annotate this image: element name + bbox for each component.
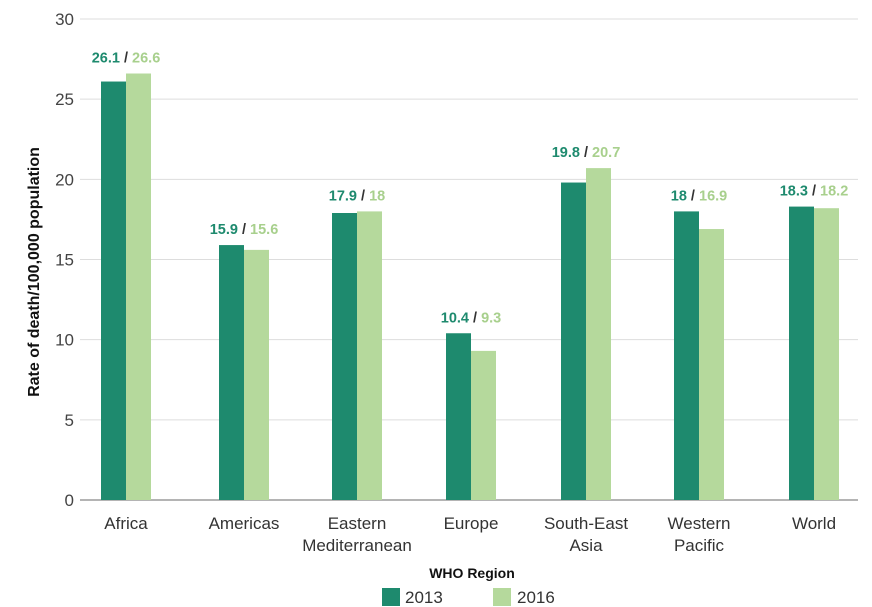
data-label: 19.8 / 20.7	[552, 145, 621, 161]
data-label-2013: 19.8	[552, 145, 580, 161]
bar-2013-africa	[101, 81, 126, 500]
x-tick-label: South-East	[544, 514, 628, 533]
x-tick-label: Mediterranean	[302, 536, 412, 555]
x-tick-label: Pacific	[674, 536, 725, 555]
y-tick-label: 30	[55, 10, 74, 29]
y-tick-label: 10	[55, 331, 74, 350]
x-axis-categories: Africa Americas Eastern Mediterranean Europe…	[104, 514, 836, 555]
data-label-separator: /	[580, 145, 592, 161]
data-label-separator: /	[238, 222, 250, 238]
x-tick-label: World	[792, 514, 836, 533]
data-label-separator: /	[120, 51, 132, 67]
y-axis-ticks: 0 5 10 15 20 25 30	[55, 10, 74, 510]
bar-2013-europe	[446, 333, 471, 500]
x-tick-label: Eastern	[328, 514, 387, 533]
bar-2016-africa	[126, 73, 151, 500]
data-label-2016: 20.7	[592, 145, 620, 161]
bar-2016-eastern-mediterranean	[357, 211, 382, 500]
data-label-separator: /	[469, 310, 481, 326]
y-tick-label: 20	[55, 170, 74, 189]
legend-swatch-2016	[493, 588, 511, 606]
data-label-separator: /	[687, 188, 699, 204]
data-label: 10.4 / 9.3	[441, 310, 502, 326]
data-label: 18.3 / 18.2	[780, 184, 849, 200]
y-tick-label: 0	[65, 491, 74, 510]
y-tick-label: 25	[55, 90, 74, 109]
data-label-2016: 18.2	[820, 184, 848, 200]
data-label-2016: 16.9	[699, 188, 727, 204]
data-label-2016: 15.6	[250, 222, 278, 238]
bar-2016-south-east-asia	[586, 168, 611, 501]
data-label-separator: /	[357, 188, 369, 204]
data-label-2016: 26.6	[132, 51, 160, 67]
y-tick-label: 15	[55, 251, 74, 270]
x-tick-label: Americas	[209, 514, 280, 533]
x-tick-label: Asia	[569, 536, 603, 555]
legend: 2013 2016	[382, 588, 555, 607]
bar-2013-south-east-asia	[561, 182, 586, 501]
data-label-2013: 18	[671, 188, 687, 204]
x-tick-label: Western	[668, 514, 731, 533]
bar-2016-western-pacific	[699, 229, 724, 500]
data-label-2016: 9.3	[481, 310, 501, 326]
data-label-2016: 18	[369, 188, 385, 204]
data-label: 17.9 / 18	[329, 188, 385, 204]
y-tick-label: 5	[65, 411, 74, 430]
x-tick-label: Africa	[104, 514, 148, 533]
data-label: 15.9 / 15.6	[210, 222, 279, 238]
data-label-2013: 15.9	[210, 222, 238, 238]
legend-swatch-2013	[382, 588, 400, 606]
gridlines	[80, 18, 858, 501]
bars	[101, 73, 839, 501]
legend-label-2013: 2013	[405, 588, 443, 607]
bar-2013-eastern-mediterranean	[332, 213, 357, 500]
legend-label-2016: 2016	[517, 588, 555, 607]
data-label: 18 / 16.9	[671, 188, 727, 204]
data-labels: 26.1 / 26.6 15.9 / 15.6 17.9 / 18 10.4 / 9.…	[92, 51, 849, 327]
x-tick-label: Europe	[444, 514, 499, 533]
data-label: 26.1 / 26.6	[92, 51, 161, 67]
x-axis-title: WHO Region	[429, 565, 515, 581]
bar-2016-europe	[471, 350, 496, 500]
bar-2013-world	[789, 206, 814, 500]
bar-2013-western-pacific	[674, 211, 699, 500]
data-label-2013: 17.9	[329, 188, 357, 204]
bar-2016-world	[814, 208, 839, 500]
data-label-2013: 26.1	[92, 51, 120, 67]
data-label-2013: 18.3	[780, 184, 808, 200]
bar-2013-americas	[219, 245, 244, 500]
data-label-separator: /	[808, 184, 820, 200]
y-axis-title: Rate of death/100,000 population	[26, 147, 43, 397]
bar-2016-americas	[244, 249, 269, 500]
data-label-2013: 10.4	[441, 310, 469, 326]
